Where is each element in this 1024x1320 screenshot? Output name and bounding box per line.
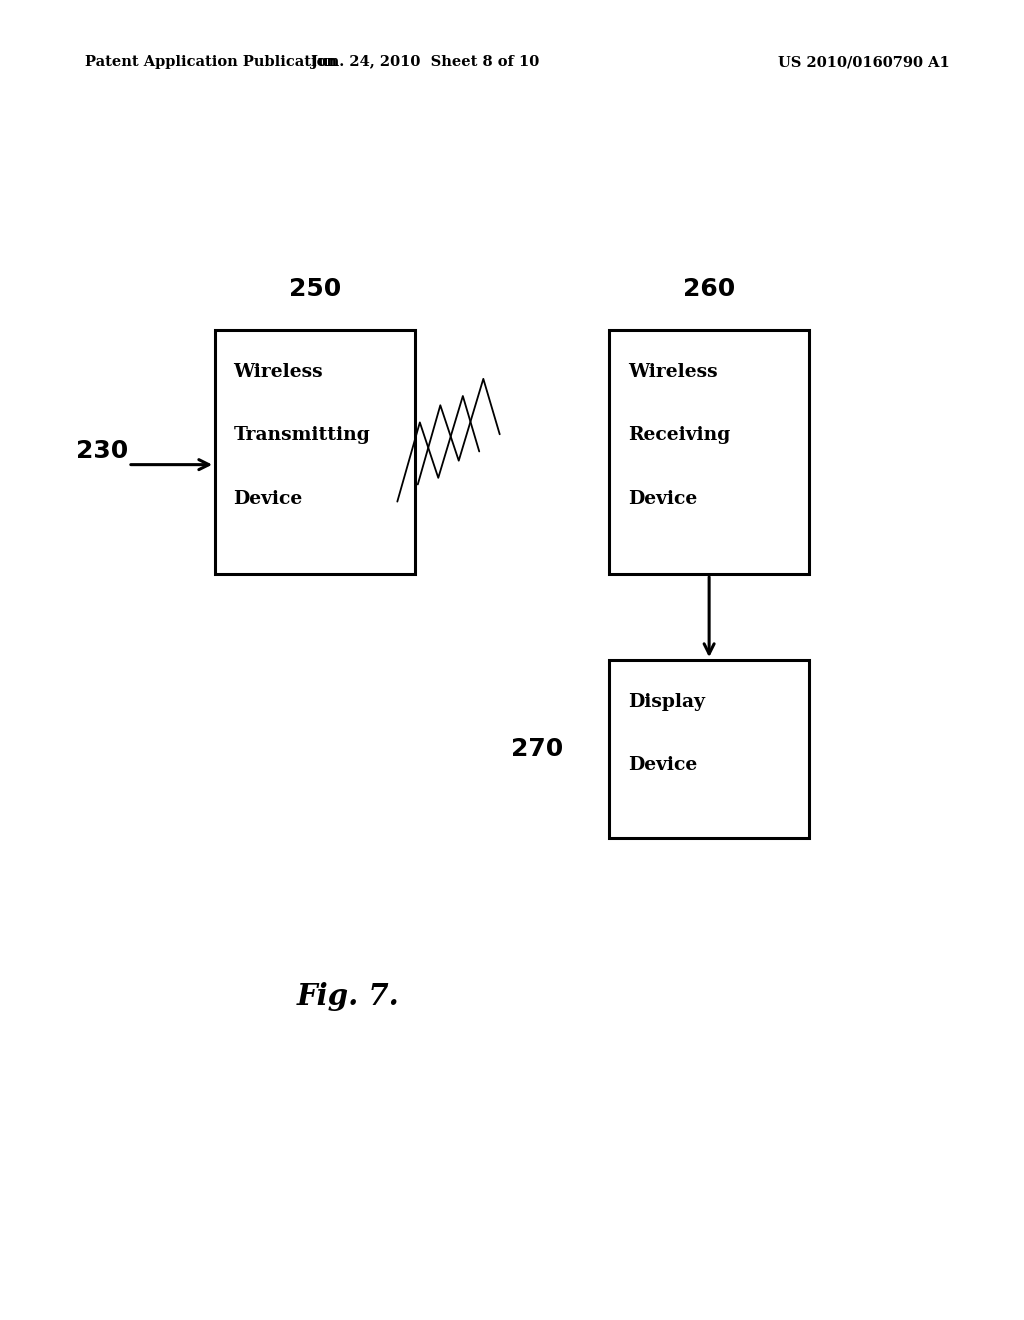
Text: 260: 260 [683, 277, 735, 301]
Text: Patent Application Publication: Patent Application Publication [85, 55, 337, 69]
Text: 270: 270 [511, 737, 564, 762]
Text: Device: Device [628, 490, 697, 508]
Text: Jun. 24, 2010  Sheet 8 of 10: Jun. 24, 2010 Sheet 8 of 10 [311, 55, 539, 69]
Text: Receiving: Receiving [628, 426, 730, 445]
Text: 230: 230 [76, 440, 129, 463]
Text: Device: Device [628, 756, 697, 775]
Text: Wireless: Wireless [233, 363, 324, 381]
Bar [609, 660, 809, 838]
Text: Device: Device [233, 490, 303, 508]
Text: Transmitting: Transmitting [233, 426, 371, 445]
Bar [215, 330, 415, 574]
Text: 250: 250 [289, 277, 341, 301]
Text: US 2010/0160790 A1: US 2010/0160790 A1 [778, 55, 950, 69]
Text: Fig. 7.: Fig. 7. [297, 982, 399, 1011]
Text: Wireless: Wireless [628, 363, 718, 381]
Bar [609, 330, 809, 574]
Text: Display: Display [628, 693, 705, 711]
